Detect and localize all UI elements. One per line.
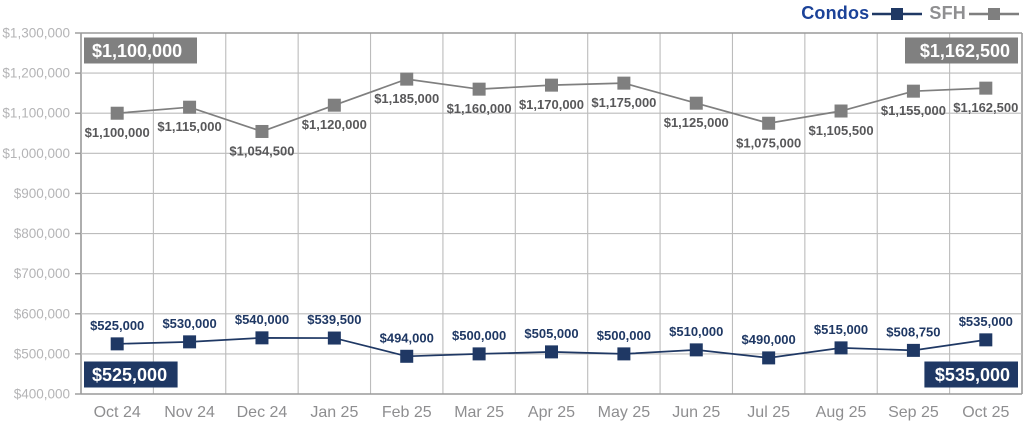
sfh-data-label: $1,105,500 <box>808 123 873 138</box>
sfh-marker <box>255 124 269 138</box>
y-axis-label: $1,300,000 <box>2 26 70 41</box>
sfh-data-label: $1,054,500 <box>229 143 294 158</box>
sfh-data-label: $1,125,000 <box>664 115 729 130</box>
condos-data-label: $535,000 <box>959 314 1013 329</box>
callout-box-top-right <box>905 37 1018 64</box>
sfh-data-label: $1,175,000 <box>591 95 656 110</box>
condos-data-label: $494,000 <box>380 330 434 345</box>
condos-marker <box>110 337 124 351</box>
condos-marker <box>617 347 631 361</box>
sfh-marker <box>906 84 920 98</box>
condos-data-label: $500,000 <box>597 328 651 343</box>
x-axis-label: Nov 24 <box>164 404 215 421</box>
sfh-marker <box>834 104 848 118</box>
legend-item-sfh: SFH <box>929 3 1020 24</box>
y-axis-label: $800,000 <box>14 226 70 241</box>
callout-box-bottom-left <box>84 361 178 388</box>
condos-data-label: $540,000 <box>235 312 289 327</box>
sfh-data-label: $1,162,500 <box>953 100 1018 115</box>
x-axis-label: Jun 25 <box>672 404 720 421</box>
legend-item-condos: Condos <box>801 3 923 24</box>
condos-data-label: $490,000 <box>742 332 796 347</box>
condos-line-marker-icon <box>872 7 923 20</box>
legend-label-sfh: SFH <box>929 3 966 23</box>
condos-data-label: $500,000 <box>452 328 506 343</box>
condos-data-label: $530,000 <box>162 316 216 331</box>
sfh-marker <box>762 116 776 130</box>
sfh-marker <box>472 82 486 96</box>
condos-marker <box>327 331 341 345</box>
x-axis-label: Oct 25 <box>962 404 1009 421</box>
y-axis-label: $900,000 <box>14 186 70 201</box>
y-axis-label: $600,000 <box>14 306 70 321</box>
sfh-data-label: $1,155,000 <box>881 103 946 118</box>
x-axis-label: Aug 25 <box>816 404 867 421</box>
x-axis-label: Apr 25 <box>528 404 575 421</box>
sfh-line-marker-icon <box>969 7 1019 20</box>
x-axis-label: Mar 25 <box>454 404 504 421</box>
sfh-data-label: $1,120,000 <box>302 117 367 132</box>
callout-value-bottom-left: $525,000 <box>92 365 167 385</box>
condos-marker <box>834 341 848 355</box>
callout-value-top-left: $1,100,000 <box>92 41 182 61</box>
condos-marker <box>255 331 269 345</box>
x-axis-label: Feb 25 <box>382 404 432 421</box>
condos-data-label: $508,750 <box>886 324 940 339</box>
condos-marker <box>400 349 414 363</box>
sfh-marker <box>400 72 414 86</box>
sfh-marker <box>110 106 124 120</box>
sfh-data-label: $1,170,000 <box>519 97 584 112</box>
sfh-data-label: $1,160,000 <box>447 101 512 116</box>
sfh-data-label: $1,185,000 <box>374 91 439 106</box>
x-axis-label: May 25 <box>598 404 651 421</box>
x-axis-label: Sep 25 <box>888 404 939 421</box>
condos-data-label: $515,000 <box>814 322 868 337</box>
sfh-marker <box>617 76 631 90</box>
y-axis-label: $1,100,000 <box>2 106 70 121</box>
condos-marker <box>689 343 703 357</box>
x-axis-label: Dec 24 <box>237 404 288 421</box>
callout-box-bottom-right <box>924 361 1018 388</box>
sfh-data-label: $1,115,000 <box>157 119 221 134</box>
callout-value-bottom-right: $535,000 <box>935 365 1010 385</box>
condos-data-label: $510,000 <box>669 324 723 339</box>
condos-marker <box>472 347 486 361</box>
condos-marker <box>762 351 776 365</box>
legend-label-condos: Condos <box>801 3 870 23</box>
condos-data-label: $525,000 <box>90 318 144 333</box>
sfh-marker <box>979 81 993 95</box>
sfh-marker <box>545 78 558 92</box>
callout-box-top-left <box>84 37 197 64</box>
sfh-marker <box>689 96 703 110</box>
y-axis-label: $1,000,000 <box>2 146 70 161</box>
x-axis-label: Oct 24 <box>94 404 141 421</box>
condos-data-label: $505,000 <box>524 326 578 341</box>
y-axis-label: $400,000 <box>14 387 70 402</box>
y-axis-label: $1,200,000 <box>2 66 70 81</box>
callout-value-top-right: $1,162,500 <box>920 41 1010 61</box>
x-axis-label: Jan 25 <box>310 404 358 421</box>
sfh-data-label: $1,075,000 <box>736 135 801 150</box>
condos-marker <box>906 343 920 357</box>
x-axis-label: Jul 25 <box>747 404 790 421</box>
condos-marker <box>545 345 558 359</box>
condos-data-label: $539,500 <box>307 312 361 327</box>
sfh-data-label: $1,100,000 <box>85 125 150 140</box>
condos-marker <box>979 333 993 347</box>
sfh-marker <box>183 100 197 114</box>
condos-marker <box>183 335 197 349</box>
chart-legend: Condos SFH <box>801 3 1020 24</box>
y-axis-label: $500,000 <box>14 346 70 361</box>
y-axis-label: $700,000 <box>14 266 70 281</box>
sfh-marker <box>327 98 341 112</box>
